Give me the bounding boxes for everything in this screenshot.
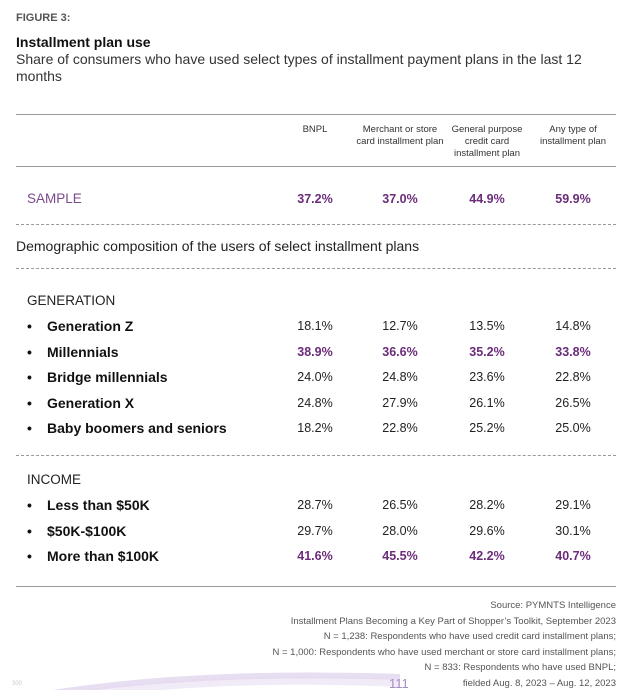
row-value: 35.2% <box>469 344 505 359</box>
row-label-text: Less than $50K <box>47 497 150 513</box>
row-label: • More than $100K <box>27 548 159 564</box>
row-value: 14.8% <box>555 319 591 333</box>
row-value: 25.2% <box>469 421 505 435</box>
column-header-bnpl: BNPL <box>302 124 328 135</box>
row-value: 30.1% <box>555 523 591 538</box>
bottom-rule <box>16 586 616 587</box>
row-value: 26.5% <box>555 395 591 410</box>
bullet: • <box>27 420 32 436</box>
bullet: • <box>27 318 32 334</box>
row-label: • Millennials <box>27 344 119 360</box>
row-value: 22.8% <box>382 421 418 435</box>
divider <box>16 268 616 269</box>
sample-label: SAMPLE <box>27 191 82 206</box>
row-value: 41.6% <box>297 549 333 563</box>
row-label: • Bridge millennials <box>27 369 168 385</box>
row-label-text: Bridge millennials <box>47 369 168 385</box>
row-value: 29.1% <box>555 498 591 512</box>
row-value: 38.9% <box>297 344 333 359</box>
sample-value: 37.0% <box>382 192 418 206</box>
row-value: 33.8% <box>555 344 591 359</box>
sample-value: 37.2% <box>297 192 333 206</box>
bullet: • <box>27 394 32 411</box>
source-notes: Source: PYMNTS Intelligence Installment … <box>272 598 616 690</box>
row-label: • Baby boomers and seniors <box>27 420 227 436</box>
row-label-text: Baby boomers and seniors <box>47 420 227 436</box>
row-value: 27.9% <box>382 395 418 410</box>
row-value: 28.0% <box>382 523 418 538</box>
row-value: 18.2% <box>297 421 333 435</box>
section-heading: INCOME <box>27 472 81 487</box>
row-value: 26.1% <box>469 395 505 410</box>
row-value: 42.2% <box>469 549 505 563</box>
note-line: N = 1,000: Respondents who have used mer… <box>272 646 616 658</box>
figure-subtitle: Share of consumers who have used select … <box>16 51 582 84</box>
row-value: 28.2% <box>469 498 505 512</box>
note-line: Installment Plans Becoming a Key Part of… <box>290 615 616 627</box>
figure-title: Installment plan use <box>16 34 151 50</box>
bullet: • <box>27 343 32 360</box>
row-label: • Generation Z <box>27 318 133 334</box>
sample-value: 44.9% <box>469 192 505 206</box>
row-label: • Generation X <box>27 395 134 411</box>
page-number: 111 <box>389 676 409 690</box>
row-value: 24.8% <box>297 395 333 410</box>
row-label-text: Generation X <box>47 394 135 411</box>
row-value: 26.5% <box>382 498 418 512</box>
row-value: 28.7% <box>297 498 333 512</box>
section-heading: GENERATION <box>27 293 116 308</box>
demographic-heading: Demographic composition of the users of … <box>16 238 420 254</box>
figure-label: FIGURE 3: <box>16 12 71 24</box>
column-header-credit-card: General purpose credit card installment … <box>451 124 523 159</box>
row-value: 40.7% <box>555 549 591 563</box>
row-value: 25.0% <box>555 421 591 435</box>
row-label-text: Generation Z <box>47 318 134 334</box>
row-value: 29.6% <box>469 523 505 538</box>
row-label: • Less than $50K <box>27 497 150 513</box>
bullet: • <box>27 369 32 385</box>
bullet: • <box>27 548 32 564</box>
row-value: 36.6% <box>382 344 418 359</box>
bullet: • <box>27 497 32 513</box>
header-rule <box>16 166 616 167</box>
top-rule <box>16 114 616 115</box>
note-line: fielded Aug. 8, 2023 – Aug. 12, 2023 <box>462 677 616 689</box>
note-line: N = 833: Respondents who have used BNPL; <box>424 662 616 673</box>
row-value: 18.1% <box>297 319 333 333</box>
row-value: 23.6% <box>469 370 505 384</box>
column-header-any: Any type of installment plan <box>539 124 606 147</box>
row-value: 24.8% <box>382 370 418 384</box>
column-header-merchant: Merchant or store card installment plan <box>356 124 444 147</box>
row-value: 12.7% <box>382 319 418 333</box>
corner-number: 300 <box>12 681 23 687</box>
note-line: Source: PYMNTS Intelligence <box>490 600 616 611</box>
divider <box>16 224 616 225</box>
row-value: 22.8% <box>555 370 591 384</box>
row-value: 45.5% <box>382 549 418 563</box>
note-line: N = 1,238: Respondents who have used cre… <box>323 631 616 642</box>
sample-value: 59.9% <box>555 192 591 206</box>
row-label-text: More than $100K <box>47 548 160 564</box>
divider <box>16 455 616 456</box>
row-value: 29.7% <box>297 523 333 538</box>
decorative-swoosh <box>52 672 400 690</box>
row-label-text: $50K-$100K <box>47 522 127 539</box>
row-label-text: Millennials <box>47 343 119 360</box>
row-value: 24.0% <box>297 370 333 384</box>
bullet: • <box>27 522 32 539</box>
row-value: 13.5% <box>469 319 505 333</box>
row-label: • $50K-$100K <box>27 523 126 539</box>
